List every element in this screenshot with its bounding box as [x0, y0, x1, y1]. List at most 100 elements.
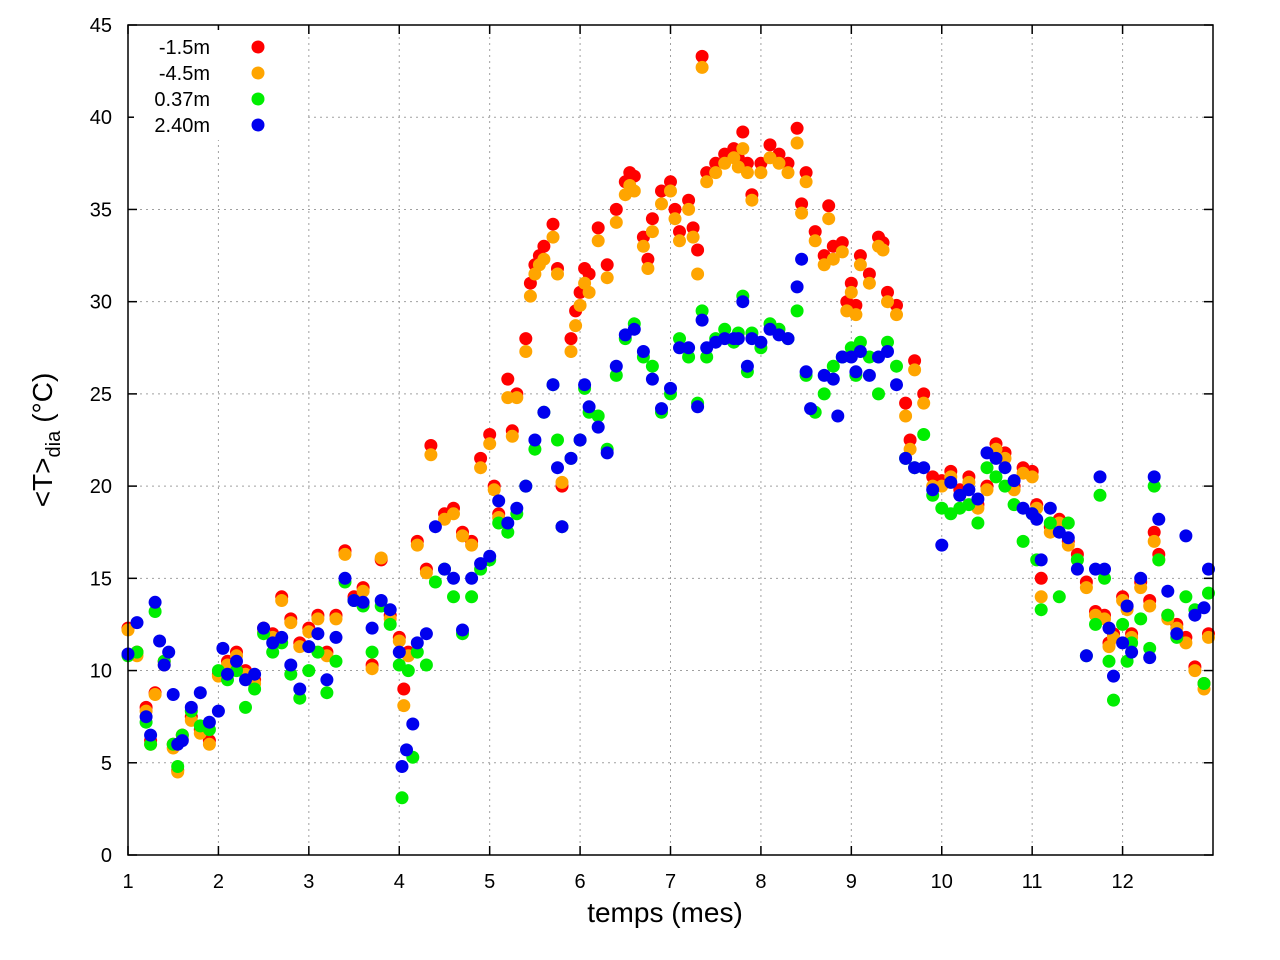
data-point: [1034, 603, 1048, 617]
data-point: [329, 612, 343, 626]
data-point: [505, 429, 519, 443]
data-point: [781, 156, 795, 170]
data-point: [447, 590, 460, 604]
data-point: [424, 448, 438, 462]
data-point: [311, 627, 325, 641]
x-tick-label: 5: [484, 871, 495, 893]
x-tick-label: 11: [1022, 871, 1043, 893]
data-point: [691, 267, 705, 281]
legend-label: -1.5m: [159, 37, 210, 59]
data-point: [162, 645, 176, 659]
data-point: [664, 184, 677, 198]
data-point: [483, 437, 497, 451]
data-point: [817, 387, 831, 401]
data-point: [221, 667, 234, 681]
data-point: [890, 308, 903, 322]
data-point: [447, 571, 460, 585]
data-point: [1007, 474, 1021, 488]
data-point: [356, 584, 370, 598]
data-point: [790, 280, 804, 294]
x-tick-label: 1: [122, 871, 133, 893]
data-point: [419, 566, 433, 580]
data-point: [1197, 601, 1211, 615]
data-point: [1079, 581, 1093, 595]
data-point: [899, 409, 913, 423]
data-point: [795, 206, 809, 220]
data-point: [428, 575, 442, 589]
data-point: [790, 136, 804, 150]
data-point: [397, 699, 411, 713]
data-point: [831, 409, 845, 423]
data-point: [519, 345, 533, 358]
data-point: [139, 710, 153, 724]
data-point: [1179, 529, 1193, 543]
data-point: [645, 359, 659, 373]
data-point: [971, 492, 985, 506]
data-point: [790, 304, 804, 318]
data-point: [998, 451, 1012, 465]
data-point: [465, 590, 479, 604]
data-point: [826, 372, 840, 386]
data-point: [365, 645, 379, 659]
data-point: [600, 271, 614, 285]
data-point: [546, 230, 560, 244]
x-axis-title: temps (mes): [587, 897, 743, 928]
data-point: [872, 387, 885, 401]
data-point: [130, 616, 144, 630]
data-point: [528, 433, 542, 447]
data-point: [835, 245, 849, 259]
data-point: [795, 252, 809, 266]
data-point: [1043, 516, 1057, 530]
data-point: [401, 664, 415, 678]
x-tick-label: 6: [575, 871, 586, 893]
x-tick-label: 9: [846, 871, 857, 893]
data-point: [1202, 586, 1215, 600]
data-point: [849, 308, 863, 322]
data-point: [917, 428, 931, 441]
data-point: [899, 396, 913, 410]
legend-label: 0.37m: [154, 89, 210, 111]
y-tick-label: 20: [90, 476, 112, 498]
data-point: [1202, 630, 1215, 644]
data-point: [799, 365, 813, 379]
data-point: [1034, 571, 1048, 585]
data-point: [980, 483, 994, 497]
y-axis-title-main: <T>: [27, 457, 58, 507]
data-point: [1070, 553, 1084, 567]
data-point: [578, 378, 592, 392]
data-point: [202, 715, 216, 729]
data-point: [400, 743, 413, 757]
data-point: [1043, 525, 1057, 539]
data-point: [424, 439, 438, 452]
data-point: [1125, 645, 1139, 659]
data-point: [890, 378, 903, 392]
y-tick-label: 45: [90, 15, 112, 37]
data-point: [1147, 470, 1161, 484]
data-point: [668, 212, 682, 226]
data-point: [329, 654, 343, 668]
data-point: [153, 634, 167, 648]
data-point: [1016, 534, 1030, 548]
data-point: [410, 636, 424, 650]
data-point: [1079, 649, 1093, 663]
data-point: [1120, 599, 1134, 613]
data-point: [1061, 531, 1075, 545]
data-point: [1093, 470, 1107, 484]
data-point: [790, 121, 804, 135]
data-point: [1134, 581, 1148, 595]
legend: -1.5m -4.5m 0.37m 2.40m: [134, 30, 304, 140]
data-point: [239, 700, 252, 714]
data-point: [395, 760, 409, 773]
data-point: [881, 345, 894, 358]
data-point: [501, 525, 515, 539]
data-point: [1147, 525, 1161, 539]
data-point: [564, 345, 578, 358]
data-point: [691, 243, 705, 257]
data-point: [1116, 636, 1130, 650]
data-point: [248, 682, 262, 696]
data-point: [483, 428, 497, 441]
data-point: [1034, 553, 1048, 567]
data-point: [664, 381, 677, 395]
data-point: [1052, 516, 1066, 530]
